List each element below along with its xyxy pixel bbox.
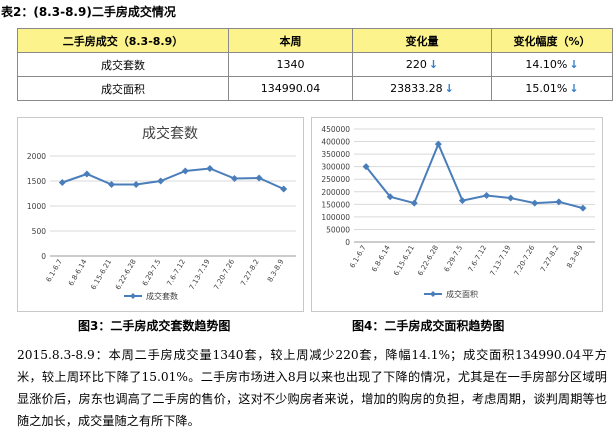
data-point [579, 204, 587, 212]
x-tick-label: 8.3-8.9 [266, 258, 285, 283]
y-tick-label: 400000 [321, 138, 350, 147]
data-point [58, 179, 66, 186]
down-arrow-icon: ↓ [569, 82, 579, 95]
x-tick-label: 6.22-6.28 [114, 258, 138, 291]
legend-marker [430, 291, 436, 297]
x-tick-label: 6.1-6.7 [348, 244, 367, 269]
x-tick-label: 6.15-6.21 [89, 258, 113, 291]
row-pct-value: 15.01% [525, 82, 568, 95]
data-point [206, 165, 214, 172]
table-caption: 表2：(8.3-8.9)二手房成交情况 [1, 5, 176, 19]
row-change-cell: 23833.28 ↓ [352, 76, 492, 101]
legend-label: 成交面积 [446, 289, 478, 299]
x-tick-label: 6.15-6.21 [392, 244, 416, 277]
x-tick-label: 6.8-6.14 [370, 244, 392, 274]
x-tick-label: 6.22-6.28 [416, 244, 440, 277]
y-tick-label: 2000 [27, 152, 46, 161]
data-point [458, 197, 466, 205]
x-tick-label: 6.8-6.14 [67, 258, 89, 288]
transaction-table: 二手房成交（8.3-8.9） 本周 变化量 变化幅度（%） 成交套数 1340 … [17, 28, 613, 101]
y-tick-label: 150000 [321, 200, 350, 209]
y-tick-label: 450000 [321, 125, 350, 134]
table-row: 成交面积 134990.04 23833.28 ↓ 15.01% ↓ [17, 76, 613, 101]
row-pct-cell: 15.01% ↓ [491, 76, 613, 101]
data-point [132, 181, 140, 188]
deal-area-chart-svg: 0 50000 100000 150000 200000 250000 300000 3500… [321, 125, 595, 299]
header-change: 变化量 [352, 28, 492, 53]
data-point [434, 140, 442, 148]
down-arrow-icon: ↓ [444, 82, 454, 95]
header-change-pct: 变化幅度（%） [491, 28, 613, 53]
deal-count-chart-svg: 成交套数 0 500 1000 1500 2000 6.1-6.7 6.8-6.14 6.15-… [27, 125, 296, 301]
data-point [410, 199, 418, 207]
data-point [231, 175, 238, 182]
y-tick-label: 500 [32, 227, 47, 236]
data-point [280, 185, 288, 193]
data-point [255, 174, 263, 182]
y-tick-label: 350000 [321, 150, 350, 159]
y-tick-label: 0 [41, 252, 46, 261]
data-point [108, 181, 115, 188]
data-point [386, 193, 394, 201]
x-tick-label: 6.29-7.5 [443, 244, 465, 273]
y-tick-label: 250000 [321, 175, 350, 184]
data-point [507, 194, 515, 202]
series-line [61, 167, 285, 190]
x-tick-label: 7.27-8.2 [539, 244, 561, 273]
y-tick-label: 1000 [27, 202, 46, 211]
table-row: 成交套数 1340 220 ↓ 14.10% ↓ [17, 52, 613, 77]
data-point [157, 177, 165, 185]
x-tick-label: 8.3-8.9 [565, 244, 584, 269]
data-point [483, 192, 491, 200]
data-point [83, 170, 91, 178]
x-tick-label: 7.6-7.12 [165, 258, 187, 287]
data-point [531, 199, 539, 207]
y-tick-label: 100000 [321, 213, 350, 222]
chart-title: 成交套数 [142, 125, 198, 142]
row-pct-cell: 14.10% ↓ [491, 52, 613, 77]
data-point [555, 198, 563, 206]
x-tick-label: 7.6-7.12 [467, 244, 489, 273]
x-tick-label: 7.13-7.19 [188, 258, 212, 291]
row-week-value: 134990.04 [228, 76, 353, 101]
data-point [181, 167, 189, 175]
series-line [365, 141, 584, 210]
y-tick-label: 200000 [321, 188, 350, 197]
x-tick-label: 6.29-7.5 [141, 258, 163, 287]
row-pct-value: 14.10% [525, 58, 568, 71]
row-change-value: 23833.28 [390, 82, 443, 95]
table-header-row: 二手房成交（8.3-8.9） 本周 变化量 变化幅度（%） [17, 28, 613, 53]
row-change-cell: 220 ↓ [352, 52, 492, 77]
figure-3-caption: 图3：二手房成交套数趋势图 [78, 319, 231, 333]
deal-count-chart: 成交套数 0 500 1000 1500 2000 6.1-6.7 6.8-6.14 6.15-… [17, 117, 304, 312]
y-tick-label: 0 [345, 238, 350, 247]
x-tick-label: 7.13-7.19 [489, 244, 513, 277]
down-arrow-icon: ↓ [569, 58, 579, 71]
figure-4-caption: 图4：二手房成交面积趋势图 [352, 319, 505, 333]
row-label: 成交套数 [17, 52, 229, 77]
x-tick-label: 7.20-7.26 [212, 258, 236, 292]
x-tick-label: 6.1-6.7 [45, 258, 64, 283]
header-category: 二手房成交（8.3-8.9） [17, 28, 229, 53]
row-change-value: 220 [405, 58, 427, 71]
data-point [362, 163, 370, 171]
row-label: 成交面积 [17, 76, 229, 101]
header-this-week: 本周 [228, 28, 353, 53]
legend-marker [130, 293, 136, 299]
x-tick-label: 7.20-7.26 [513, 244, 537, 278]
y-tick-label: 1500 [27, 177, 46, 186]
deal-area-chart: 0 50000 100000 150000 200000 250000 300000 3500… [311, 117, 603, 312]
y-tick-label: 300000 [321, 163, 350, 172]
down-arrow-icon: ↓ [428, 58, 439, 71]
summary-paragraph: 2015.8.3-8.9：本周二手房成交量1340套，较上周减少220套，降幅1… [17, 348, 607, 428]
row-week-value: 1340 [228, 52, 353, 77]
x-tick-label: 7.27-8.2 [239, 258, 261, 287]
y-tick-label: 50000 [326, 225, 350, 234]
legend-label: 成交套数 [146, 291, 178, 301]
